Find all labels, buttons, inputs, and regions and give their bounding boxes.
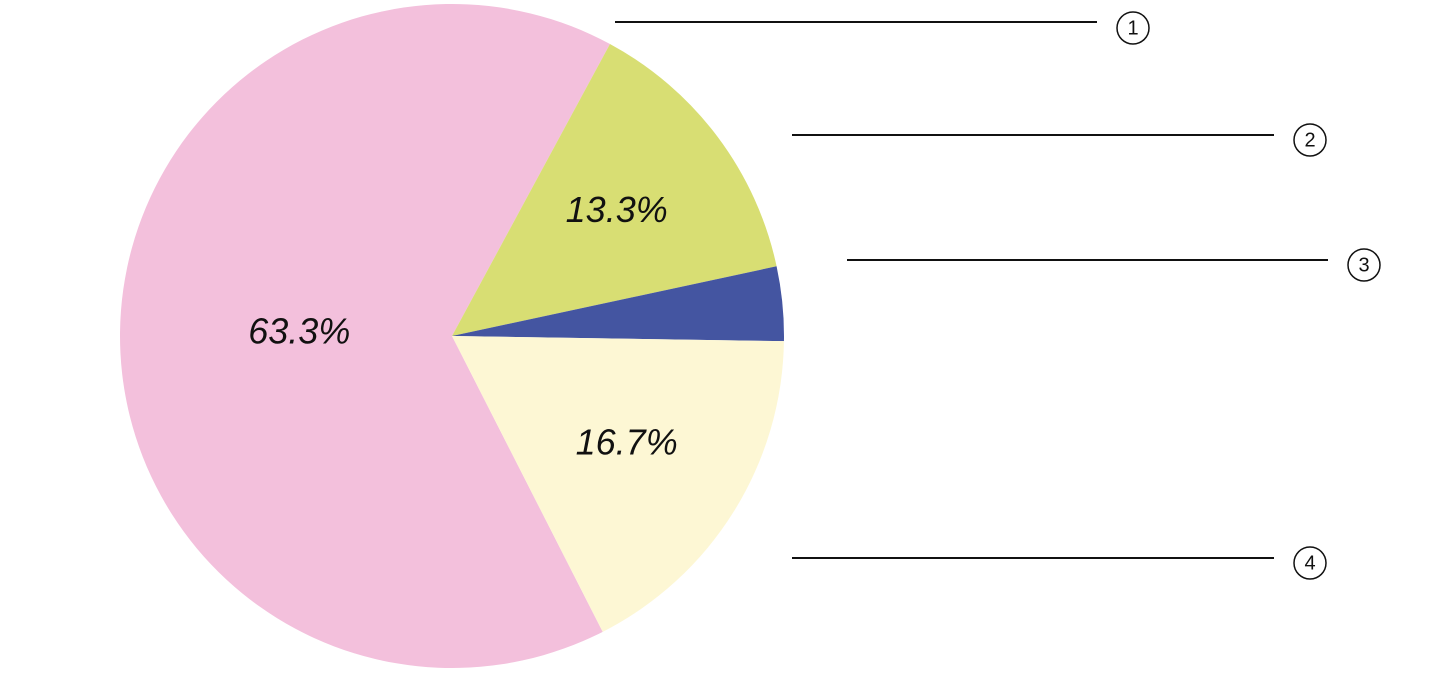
pie-slice [452, 336, 784, 632]
callout-number: 1 [1127, 17, 1138, 39]
slice-label: 13.3% [566, 189, 668, 230]
callout-circle [1293, 546, 1327, 580]
callout-circle [1116, 11, 1150, 45]
pie-slice [119, 3, 610, 668]
callout-number: 4 [1304, 552, 1315, 574]
callout-number: 3 [1358, 254, 1369, 276]
pie-slice [452, 43, 777, 336]
pie-slice [452, 266, 784, 342]
slice-label: 63.3% [248, 311, 350, 352]
slice-label: 16.7% [576, 421, 678, 462]
callout-circle [1347, 248, 1381, 282]
callout-number: 2 [1304, 129, 1315, 151]
callout-circle [1293, 123, 1327, 157]
